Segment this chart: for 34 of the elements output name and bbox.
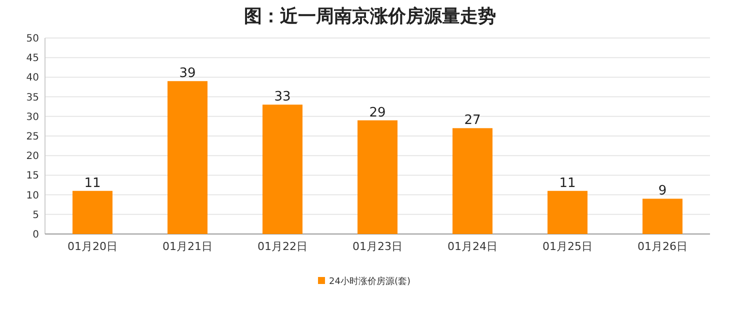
bar — [358, 120, 398, 234]
legend-label: 24小时涨价房源(套) — [329, 276, 410, 287]
y-tick-label: 25 — [26, 132, 39, 142]
data-label: 27 — [464, 113, 481, 128]
bar — [548, 190, 588, 234]
x-tick-label: 01月25日 — [542, 240, 592, 253]
y-tick-label: 15 — [26, 170, 39, 182]
y-tick-label: 35 — [26, 92, 39, 104]
y-tick-label: 10 — [26, 190, 39, 202]
bar — [168, 81, 208, 234]
x-tick-label: 01月20日 — [68, 240, 118, 253]
y-tick-label: 45 — [26, 53, 39, 64]
x-tick-label: 01月21日 — [162, 240, 212, 253]
data-label: 29 — [369, 105, 386, 120]
y-tick-label: 5 — [32, 210, 39, 221]
y-tick-label: 50 — [26, 34, 39, 44]
x-tick-label: 01月22日 — [258, 240, 308, 253]
x-tick-label: 01月24日 — [448, 240, 498, 253]
chart-title: 图：近一周南京涨价房源量走势 — [244, 6, 496, 27]
x-tick-label: 01月26日 — [638, 240, 688, 253]
x-tick-label: 01月23日 — [352, 240, 402, 253]
y-tick-label: 30 — [26, 112, 39, 123]
data-label: 9 — [658, 184, 667, 199]
y-tick-label: 0 — [32, 230, 39, 240]
bar — [642, 198, 682, 234]
data-label: 33 — [274, 90, 291, 105]
data-label: 39 — [179, 66, 196, 82]
data-label: 11 — [84, 176, 101, 191]
data-label: 11 — [559, 176, 576, 191]
y-tick-label: 20 — [26, 151, 39, 162]
bar — [262, 104, 302, 234]
y-tick-label: 40 — [26, 72, 39, 84]
bar — [452, 128, 492, 234]
bar — [72, 190, 112, 234]
